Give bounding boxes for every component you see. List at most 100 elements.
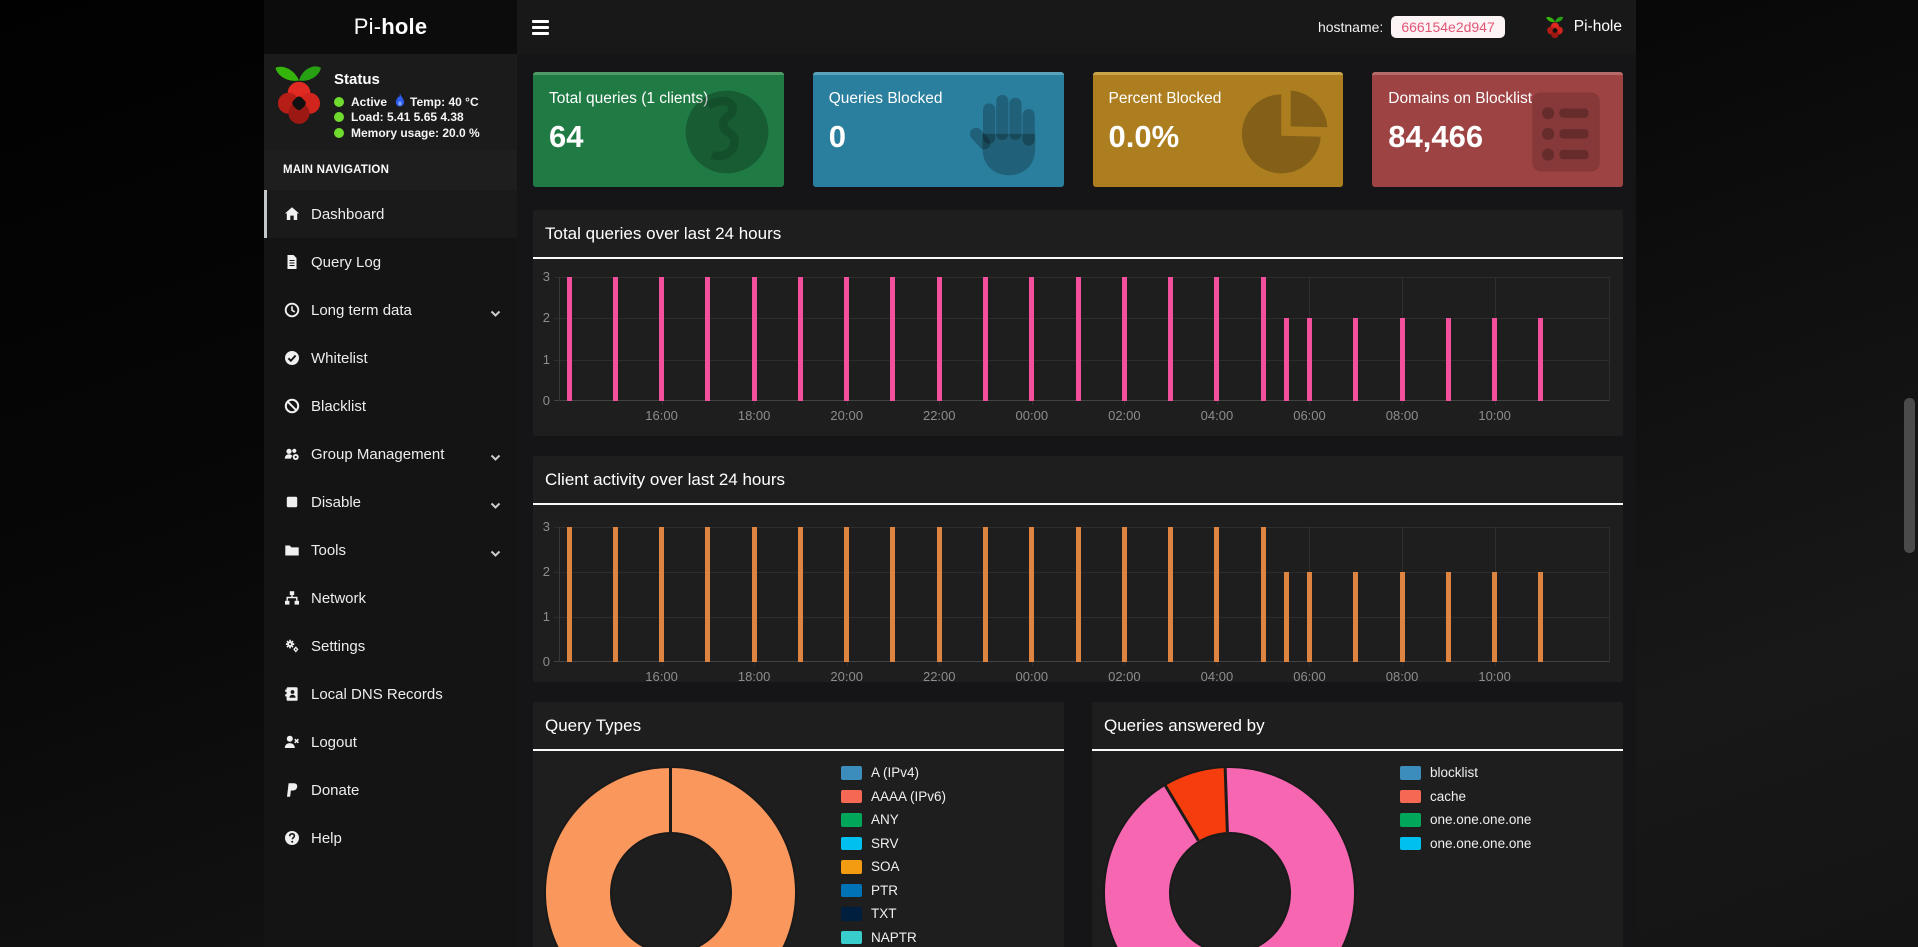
bar-14:00 (566, 527, 572, 662)
gridline (554, 617, 1610, 618)
legend-item-any[interactable]: ANY (841, 808, 946, 832)
sidebar-item-dashboard[interactable]: Dashboard (264, 190, 517, 238)
sidebar-item-tools[interactable]: Tools (264, 526, 517, 574)
legend-item-txt[interactable]: TXT (841, 902, 946, 926)
total-queries-bar-chart: 0 1 2 3 16:00 18:00 20:00 22:00 00:00 02:00 04:00 0… (543, 269, 1610, 423)
legend-label: NAPTR (871, 929, 917, 945)
legend-item-soa[interactable]: SOA (841, 855, 946, 879)
x-axis-tick: 06:00 (1293, 408, 1326, 423)
navbar-right: hostname: 666154e2d947 Pi-hole (1318, 15, 1622, 39)
bar-07:00 (1353, 318, 1359, 401)
sidebar-section-header: MAIN NAVIGATION (264, 150, 517, 190)
gridline (1609, 527, 1610, 662)
gridline (554, 527, 1610, 528)
gears-icon (283, 638, 300, 655)
sidebar-item-label: Settings (311, 637, 366, 655)
chevron-down-icon (490, 449, 501, 466)
sidebar-item-label: Blacklist (311, 397, 367, 415)
bar-18:00 (751, 277, 757, 401)
legend-swatch (841, 860, 862, 874)
sidebar-toggle-icon[interactable] (532, 17, 558, 37)
sidebar-item-help[interactable]: Help (264, 814, 517, 862)
divider (533, 503, 1623, 505)
hostname-badge: 666154e2d947 (1391, 16, 1505, 38)
card-percent-blocked: Percent Blocked 0.0% (1092, 72, 1344, 187)
legend-item-naptr[interactable]: NAPTR (841, 926, 946, 947)
sidebar-item-long-term-data[interactable]: Long term data (264, 286, 517, 334)
y-axis-tick: 2 (542, 310, 550, 326)
legend-label: PTR (871, 882, 898, 898)
sidebar-item-donate[interactable]: Donate (264, 766, 517, 814)
sidebar-item-group-management[interactable]: Group Management (264, 430, 517, 478)
scrollbar-thumb[interactable] (1904, 398, 1915, 553)
x-axis-tick: 10:00 (1478, 408, 1511, 423)
logo-text-bold: hole (381, 14, 428, 39)
stop-icon (283, 494, 300, 511)
sidebar-item-label: Network (311, 589, 367, 607)
sidebar-item-query-log[interactable]: Query Log (264, 238, 517, 286)
card-value: 84,466 (1388, 119, 1484, 154)
card-title: Percent Blocked (1108, 90, 1222, 107)
sidebar-item-whitelist[interactable]: Whitelist (264, 334, 517, 382)
y-axis-tick: 0 (542, 654, 550, 669)
divider (1092, 749, 1623, 751)
legend-swatch (1400, 766, 1421, 780)
chevron-down-icon (490, 305, 501, 322)
bar-15:00 (612, 527, 618, 662)
sidebar-item-local-dns-records[interactable]: Local DNS Records (264, 670, 517, 718)
legend-item-ptr[interactable]: PTR (841, 879, 946, 903)
bar-14:00 (566, 277, 572, 401)
x-axis-tick: 06:00 (1293, 669, 1326, 684)
divider (533, 749, 1064, 751)
status-dot-icon (334, 112, 344, 123)
x-axis-tick: 00:00 (1015, 669, 1049, 684)
legend-item-srv[interactable]: SRV (841, 832, 946, 856)
sidebar-item-network[interactable]: Network (264, 574, 517, 622)
x-axis-tick: 18:00 (737, 669, 771, 684)
legend-label: A (IPv4) (871, 765, 920, 781)
bar-09:00 (1445, 318, 1451, 401)
chart-title: Client activity over last 24 hours (545, 470, 785, 489)
sidebar-item-label: Disable (311, 493, 362, 511)
legend-item-one-one-one-one[interactable]: one.one.one.one (1400, 832, 1531, 856)
y-axis-tick: 2 (542, 564, 550, 579)
legend-label: TXT (871, 906, 897, 922)
sidebar-item-label: Whitelist (311, 349, 368, 367)
bar-00:00 (1029, 527, 1035, 662)
status-row: Active Temp: 40 °C (334, 93, 480, 110)
sidebar-item-disable[interactable]: Disable (264, 478, 517, 526)
gridline (554, 400, 1610, 401)
clock-icon (283, 302, 300, 319)
legend-item-blocklist[interactable]: blocklist (1400, 761, 1531, 785)
legend-item-aaaa-ipv6-[interactable]: AAAA (IPv6) (841, 785, 946, 809)
file-icon (283, 254, 300, 271)
legend-swatch (841, 907, 862, 921)
x-axis-tick: 20:00 (830, 669, 863, 684)
card-title: Domains on Blocklist (1388, 90, 1533, 107)
x-axis-tick: 22:00 (922, 408, 956, 423)
bar-04:00 (1214, 277, 1220, 401)
x-axis-tick: 22:00 (922, 669, 956, 684)
queries-answered-by-donut-chart (1103, 766, 1356, 947)
x-axis-tick: 08:00 (1385, 669, 1419, 684)
legend-item-a-ipv4-[interactable]: A (IPv4) (841, 761, 946, 785)
home-icon (283, 206, 300, 223)
legend-swatch (841, 789, 862, 803)
list-icon (1532, 92, 1600, 172)
slice-border (668, 768, 672, 832)
sidebar-item-logout[interactable]: Logout (264, 718, 517, 766)
sidebar-item-blacklist[interactable]: Blacklist (264, 382, 517, 430)
sidebar-item-settings[interactable]: Settings (264, 622, 517, 670)
card-total-queries-1-clients-: Total queries (1 clients) 64 (533, 72, 784, 187)
bar-11:00 (1538, 318, 1544, 401)
legend-item-cache[interactable]: cache (1400, 785, 1531, 809)
bar-17:00 (705, 527, 711, 662)
queries-answered-by-legend: blocklist cache one.one.one.one one.one.one… (1400, 761, 1531, 855)
legend-item-one-one-one-one[interactable]: one.one.one.one (1400, 808, 1531, 832)
status-dot-icon (334, 96, 344, 107)
card-domains-on-blocklist: Domains on Blocklist 84,466 (1372, 72, 1623, 187)
bar-17:00 (705, 277, 711, 401)
flame-icon (394, 93, 406, 110)
card-value: 64 (549, 119, 584, 154)
logo-text-light: Pi- (353, 14, 382, 39)
